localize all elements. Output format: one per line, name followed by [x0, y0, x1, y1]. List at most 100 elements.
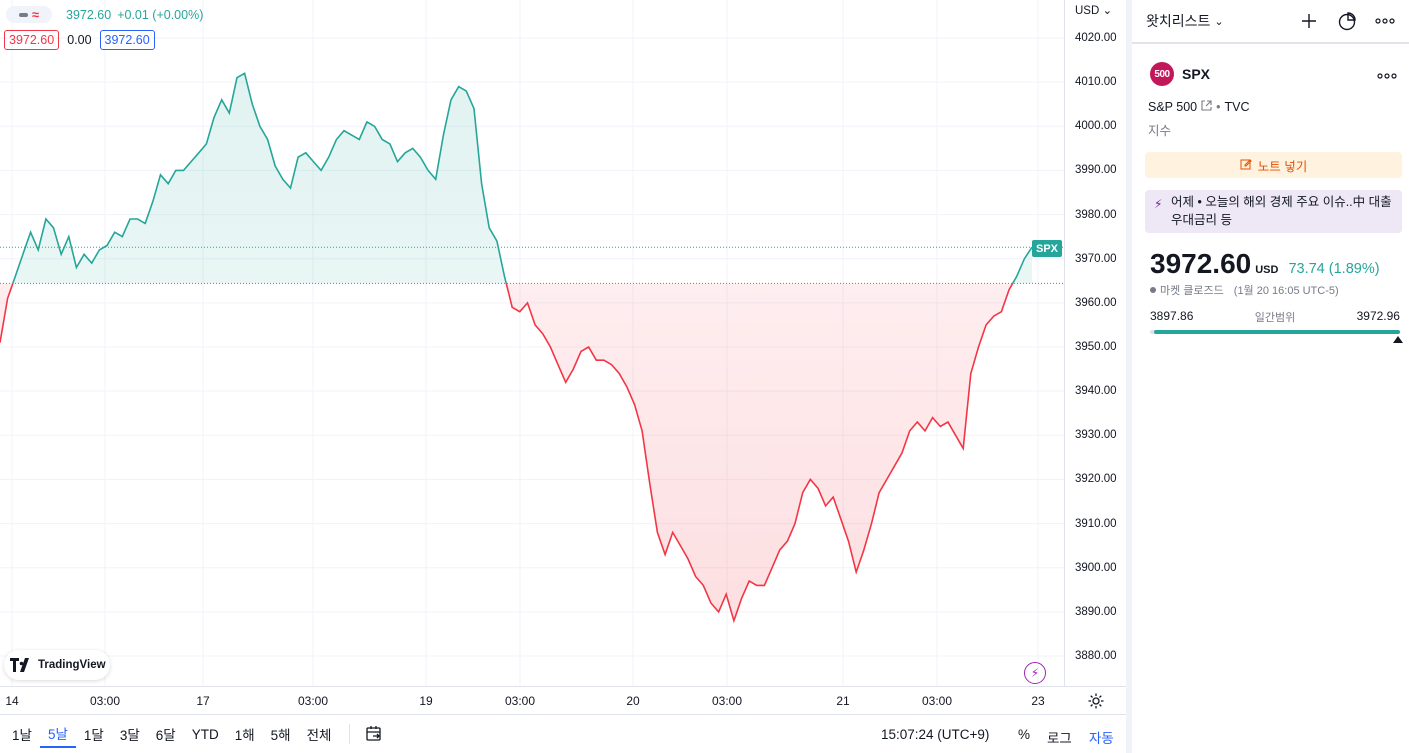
symbol-more-icon[interactable] [1377, 66, 1397, 80]
legend-change: +0.01 (+0.00%) [117, 7, 204, 22]
watchlist-header: 왓치리스트 ⌄ [1132, 0, 1409, 44]
symbol-full-name[interactable]: S&P 500 [1148, 100, 1198, 114]
price-tick-label: 3940.00 [1075, 385, 1117, 398]
legend-bid-ask: 3972.60 0.00 3972.60 [4, 30, 155, 50]
day-range-fill [1153, 330, 1400, 334]
calendar-arrow-icon [366, 726, 382, 741]
range-button[interactable]: 5날 [39, 720, 76, 748]
gear-icon-svg [1088, 693, 1104, 709]
panel-divider[interactable] [1126, 0, 1132, 753]
time-tick-label: 03:00 [297, 694, 329, 708]
price-tick-label: 3880.00 [1075, 650, 1117, 662]
price-tick-label: 4010.00 [1075, 76, 1117, 89]
chevron-down-icon: ⌄ [1214, 15, 1224, 28]
watchlist-actions [1299, 11, 1395, 31]
bid-box[interactable]: 3972.60 [4, 30, 60, 50]
price-tick-label: 3910.00 [1075, 517, 1117, 530]
symbol-description: S&P 500 • TVC [1148, 100, 1250, 114]
bullet: • [1216, 100, 1221, 114]
watchlist-panel: 왓치리스트 ⌄ 500 SPX S&P 500 [1132, 0, 1409, 753]
brand-name: TradingView [38, 659, 106, 671]
price-tick-label: 4020.00 [1075, 32, 1117, 44]
range-button[interactable]: 1날 [12, 728, 32, 743]
gear-icon[interactable] [1087, 692, 1105, 710]
day-range-marker [1393, 336, 1403, 343]
price-line-up [11, 72, 1033, 284]
range-buttons: 1날 5날 1달 3달 6달 YTD 1해 5해 전체 [4, 720, 339, 748]
time-tick-label: 23 [1031, 694, 1045, 708]
pie-chart-icon[interactable] [1337, 11, 1357, 31]
date-range-icon[interactable] [364, 724, 384, 744]
market-status: 마켓 클로즈드 (1월 20 16:05 UTC-5) [1150, 282, 1339, 298]
exchange-name: TVC [1224, 100, 1250, 114]
area-fill-down [0, 283, 1013, 621]
price-change: 73.74 (1.89%) [1288, 261, 1380, 277]
currency-selector[interactable]: USD ⌄ [1075, 5, 1113, 17]
market-time: (1월 20 16:05 UTC-5) [1233, 285, 1339, 297]
auto-button[interactable]: 자동 [1089, 731, 1114, 746]
time-tick-label: 19 [419, 694, 433, 708]
time-tick-label: 14 [5, 694, 19, 708]
bottom-toolbar: 1날 5날 1달 3달 6달 YTD 1해 5해 전체 15:07:24 (UTC+9) % 로… [0, 714, 1126, 753]
add-note-button[interactable]: 노트 넣기 [1145, 152, 1402, 178]
range-button[interactable]: 1해 [234, 728, 255, 743]
time-tick-label: 21 [836, 694, 850, 708]
pencil-icon [1240, 158, 1252, 173]
range-button[interactable]: 6달 [155, 728, 176, 743]
chart-pane[interactable]: ≈ 3972.60 +0.01 (+0.00%) 3972.60 0.00 39… [0, 0, 1064, 686]
price-tick-label: 3920.00 [1075, 473, 1117, 486]
range-button[interactable]: 1달 [83, 728, 104, 743]
tv-logo-icon [10, 658, 29, 672]
area-fill-up [0, 73, 1032, 284]
lightning-icon[interactable]: ⚡ [1024, 662, 1046, 684]
legend-toggle[interactable]: ≈ [6, 6, 52, 23]
legend-main: ≈ 3972.60 +0.01 (+0.00%) [6, 6, 209, 23]
divider [349, 724, 351, 744]
tradingview-logo[interactable]: TradingView [4, 650, 110, 680]
watchlist-title-text: 왓치리스트 [1146, 13, 1211, 29]
time-tick-label: 03:00 [504, 694, 536, 708]
range-button[interactable]: 전체 [306, 728, 332, 743]
percent-button[interactable]: % [1018, 727, 1031, 742]
price-tick-label: 4000.00 [1075, 120, 1117, 133]
add-note-label: 노트 넣기 [1257, 159, 1308, 174]
time-scale[interactable]: 14 03:00 17 03:00 19 03:00 20 03:00 21 03:00 23 [0, 686, 1126, 714]
clock[interactable]: 15:07:24 (UTC+9) [881, 727, 990, 742]
price-tick-label: 3980.00 [1075, 208, 1117, 221]
watchlist-title[interactable]: 왓치리스트 ⌄ [1146, 11, 1224, 31]
price-tick-label: 3990.00 [1075, 164, 1117, 177]
price-tick-label: 3890.00 [1075, 605, 1117, 618]
time-tick-label: 03:00 [711, 694, 743, 708]
range-button[interactable]: 3달 [119, 728, 140, 743]
news-text: 어제 • 오늘의 해외 경제 주요 이슈..中 대출우대금리 등 [1171, 195, 1392, 227]
price-tick-label: 3900.00 [1075, 561, 1117, 574]
status-dot [1150, 287, 1156, 293]
day-range-label: 일간범위 [1254, 312, 1296, 324]
spread-value: 0.00 [67, 33, 92, 47]
price-scale[interactable]: USD ⌄ 4020.00 4010.00 4000.00 3990.00 3980.0… [1064, 0, 1126, 686]
log-button[interactable]: 로그 [1047, 731, 1072, 746]
range-button[interactable]: 5해 [270, 728, 291, 743]
plus-icon[interactable] [1299, 11, 1319, 31]
external-link-icon[interactable] [1201, 100, 1212, 114]
day-high: 3972.96 [1356, 309, 1400, 323]
symbol-name: SPX [1182, 66, 1211, 82]
more-icon[interactable] [1375, 11, 1395, 31]
time-tick-label: 20 [626, 694, 640, 708]
news-headline[interactable]: ⚡ 어제 • 오늘의 해외 경제 주요 이슈..中 대출우대금리 등 [1145, 190, 1402, 233]
price-chart[interactable] [0, 0, 1064, 686]
symbol-logo: 500 [1150, 62, 1174, 86]
ask-box[interactable]: 3972.60 [99, 30, 155, 50]
price-row: 3972.60 USD 73.74 (1.89%) [1150, 248, 1380, 280]
minus-icon [18, 12, 28, 17]
time-tick-label: 17 [196, 694, 210, 708]
price-tick-label: 3970.00 [1075, 252, 1117, 265]
symbol-row[interactable]: 500 SPX [1150, 62, 1210, 86]
time-tick-label: 03:00 [89, 694, 121, 708]
range-button[interactable]: YTD [191, 726, 219, 742]
symbol-price-badge: SPX [1032, 240, 1062, 257]
price-line-down [0, 283, 1014, 624]
current-price: 3972.60 [1150, 248, 1252, 279]
day-range-row: 3897.86 일간범위 3972.96 [1150, 309, 1400, 325]
